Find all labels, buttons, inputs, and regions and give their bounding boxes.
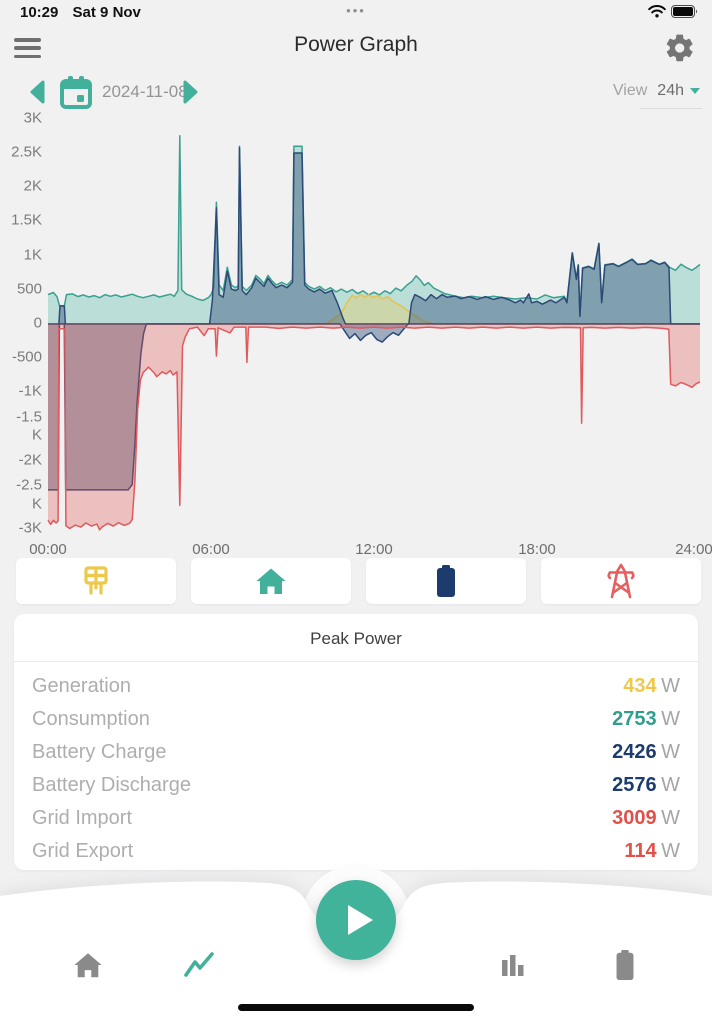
nav-graph[interactable] (177, 945, 221, 985)
series-toggle-row (0, 558, 712, 604)
series-grid_import-area (48, 324, 700, 530)
nav-battery[interactable] (603, 945, 647, 985)
series-battery_discharge-line (48, 147, 700, 325)
y-tick-label: -2K (18, 451, 42, 469)
row-value: 2753 (612, 708, 657, 730)
chart-canvas (47, 134, 701, 531)
row-unit: W (661, 708, 680, 730)
selected-date: 2024-11-08 (102, 82, 188, 101)
chevron-right-icon[interactable] (182, 80, 200, 104)
row-value: 434 (623, 675, 657, 697)
battery-icon (616, 949, 634, 981)
x-tick-label: 12:00 (355, 541, 393, 558)
divider (14, 661, 698, 662)
series-grid_import-line (47, 326, 701, 531)
row-label: Battery Charge (32, 741, 167, 763)
menu-icon[interactable] (14, 38, 41, 58)
y-tick-label: -500 (11, 348, 42, 366)
x-tick-label: 18:00 (518, 541, 556, 558)
y-tick-label: -1.5 K (16, 407, 42, 444)
toggle-consumption-button[interactable] (191, 558, 351, 604)
row-unit: W (661, 675, 680, 697)
play-button[interactable] (316, 880, 396, 960)
row-label: Generation (32, 675, 131, 697)
row-unit: W (661, 807, 680, 829)
view-range-dropdown[interactable]: View 24h (613, 82, 700, 100)
row-label: Battery Discharge (32, 774, 191, 796)
status-bar: 10:29 Sat 9 Nov ••• (0, 0, 712, 24)
y-tick-label: 2K (23, 177, 42, 195)
toggle-generation-button[interactable] (16, 558, 176, 604)
peak-row-battery-discharge: Battery Discharge 2576 W (32, 769, 680, 802)
series-consumption-area (48, 135, 700, 324)
power-chart: 3K 2.5K 2K 1.5K 1K 500 0 -500 -1K -1.5 K -2K -2.5 K… (0, 109, 712, 580)
toggle-grid-button[interactable] (541, 558, 701, 604)
status-time: 10:29 (20, 4, 59, 21)
nav-home[interactable] (66, 945, 110, 985)
row-unit: W (661, 774, 680, 796)
y-tick-label: 0 (33, 314, 42, 332)
home-indicator[interactable] (238, 1004, 474, 1011)
peak-row-battery-charge: Battery Charge 2426 W (32, 736, 680, 769)
bottom-nav (0, 870, 712, 1024)
y-tick-label: 1.5K (11, 212, 42, 230)
series-battery_discharge-area (48, 147, 700, 324)
y-tick-label: -3K (18, 519, 42, 537)
home-icon (74, 953, 102, 978)
solar-panel-icon (84, 566, 108, 595)
y-tick-label: 1K (23, 246, 42, 264)
nav-stats[interactable] (491, 945, 535, 985)
y-tick-label: 2.5K (11, 143, 42, 161)
row-value: 2576 (612, 774, 657, 796)
play-icon (347, 905, 373, 935)
x-tick-label: 24:00 (675, 541, 712, 558)
battery-status-icon (671, 5, 697, 18)
header: Power Graph (0, 24, 712, 74)
series-generation-area (48, 294, 700, 324)
gear-icon[interactable] (664, 32, 696, 64)
row-label: Consumption (32, 708, 150, 730)
peak-row-grid-import: Grid Import 3009 W (32, 802, 680, 835)
row-value: 2426 (612, 741, 657, 763)
view-label: View (612, 82, 648, 99)
pylon-icon (607, 563, 635, 599)
row-value: 3009 (612, 807, 657, 829)
page-title: Power Graph (294, 33, 418, 56)
row-value: 114 (624, 840, 657, 862)
trend-line-icon (184, 952, 214, 977)
bar-chart-icon (502, 955, 524, 976)
view-range-value: 24h (657, 82, 684, 99)
chevron-down-icon (690, 87, 700, 94)
y-tick-label: 500 (16, 280, 42, 298)
row-unit: W (661, 741, 680, 763)
chevron-left-icon[interactable] (28, 80, 46, 104)
peak-power-title: Peak Power (310, 629, 402, 648)
date-navigation: 2024-11-08 View 24h (0, 74, 712, 112)
y-tick-label: 3K (23, 109, 42, 127)
x-tick-label: 00:00 (29, 541, 67, 558)
y-tick-label: -1K (18, 383, 42, 401)
calendar-icon[interactable] (58, 74, 94, 110)
status-center-dots-icon: ••• (346, 3, 366, 18)
status-date: Sat 9 Nov (72, 4, 141, 21)
toggle-battery-button[interactable] (366, 558, 526, 604)
peak-row-grid-export: Grid Export 114 W (32, 835, 680, 868)
row-label: Grid Export (32, 840, 134, 862)
series-battery_charge-area (48, 324, 700, 490)
house-icon (256, 568, 286, 594)
wifi-icon (648, 5, 666, 18)
peak-row-consumption: Consumption 2753 W (32, 703, 680, 736)
row-unit: W (661, 840, 680, 862)
battery-icon (437, 565, 455, 597)
row-label: Grid Import (32, 807, 133, 829)
y-tick-label: -2.5 K (16, 476, 42, 512)
peak-power-card: Peak Power Generation 434 W Consumption … (14, 614, 698, 870)
view-dropdown-underline (640, 108, 702, 109)
x-tick-label: 06:00 (192, 541, 230, 558)
peak-row-generation: Generation 434 W (32, 670, 680, 703)
